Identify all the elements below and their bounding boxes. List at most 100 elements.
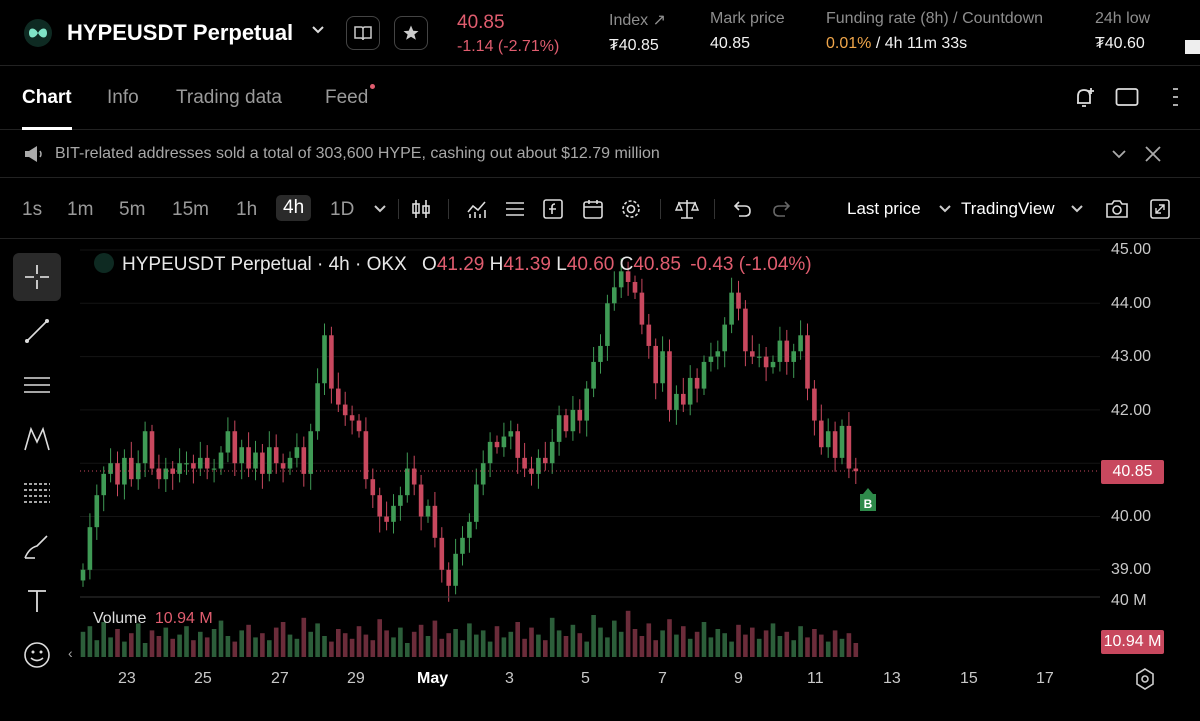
candle xyxy=(260,452,265,474)
chevron-down-icon[interactable] xyxy=(1111,147,1127,165)
buy-marker[interactable]: B xyxy=(860,488,876,511)
fib-tool-icon[interactable] xyxy=(13,469,61,517)
alert-add-icon[interactable] xyxy=(1072,85,1098,116)
symbol-title[interactable]: HYPEUSDT Perpetual xyxy=(67,20,294,45)
volume-bar xyxy=(708,637,714,657)
redo-icon[interactable] xyxy=(769,196,795,222)
volume-axis-top: 40 M xyxy=(1111,592,1147,609)
candle xyxy=(273,447,279,464)
volume-bar xyxy=(135,623,141,657)
candle xyxy=(280,463,286,469)
candle xyxy=(750,351,755,357)
volume-bar xyxy=(342,633,348,657)
window-icon[interactable] xyxy=(1115,87,1139,112)
tab-info[interactable]: Info xyxy=(107,87,139,108)
volume-bar xyxy=(163,627,169,657)
candle xyxy=(356,420,362,432)
external-link-icon[interactable]: ↗ xyxy=(652,12,666,29)
volume-tag: 10.94 M xyxy=(1101,630,1164,654)
more-icon[interactable] xyxy=(1172,87,1180,116)
calendar-icon[interactable] xyxy=(580,196,606,222)
candle xyxy=(198,457,203,469)
candle xyxy=(322,335,327,384)
camera-icon[interactable] xyxy=(1104,196,1130,222)
candle xyxy=(467,521,472,538)
book-icon[interactable] xyxy=(346,16,380,50)
candles-icon[interactable] xyxy=(408,196,434,222)
announcement-text[interactable]: BIT-related addresses sold a total of 30… xyxy=(55,145,660,162)
emoji-tool-icon[interactable] xyxy=(13,631,61,679)
chevron-down-icon[interactable] xyxy=(932,196,958,222)
volume-bar xyxy=(529,627,534,657)
volume-bar xyxy=(322,636,327,657)
crosshair-tool-icon[interactable] xyxy=(13,253,61,301)
collapse-toolbar-icon[interactable]: ‹ xyxy=(68,645,73,661)
timeframe-1h[interactable]: 1h xyxy=(236,199,258,220)
megaphone-icon xyxy=(23,144,45,169)
volume-bar xyxy=(198,631,203,657)
close-icon[interactable] xyxy=(1144,145,1162,168)
volume-bar xyxy=(446,633,451,657)
volume-bar xyxy=(598,627,603,657)
candle xyxy=(584,388,589,421)
horizontal-lines-tool-icon[interactable] xyxy=(13,361,61,409)
candle xyxy=(694,377,700,389)
candle xyxy=(87,527,93,570)
volume-bar xyxy=(819,634,824,657)
candle xyxy=(605,303,610,346)
volume-bar xyxy=(384,630,389,657)
candle xyxy=(708,356,714,362)
gear-icon[interactable] xyxy=(618,196,644,222)
tab-feed[interactable]: Feed xyxy=(325,87,369,108)
indicators-icon[interactable] xyxy=(464,196,490,222)
volume-bar xyxy=(370,640,376,657)
list-settings-icon[interactable] xyxy=(502,196,528,222)
hype-small-icon xyxy=(94,253,114,273)
candle xyxy=(529,468,534,474)
candle xyxy=(784,340,790,362)
price-chart[interactable]: B xyxy=(0,240,1200,721)
timeframe-1s[interactable]: 1s xyxy=(22,199,43,220)
x-tick: 27 xyxy=(271,670,289,687)
price-type-select[interactable]: Last price xyxy=(847,199,921,218)
function-icon[interactable] xyxy=(540,196,566,222)
volume-bar xyxy=(108,637,113,657)
volume-bar xyxy=(846,633,852,657)
brush-tool-icon[interactable] xyxy=(13,523,61,571)
timeframe-15m[interactable]: 15m xyxy=(172,199,209,220)
timeframe-1d[interactable]: 1D xyxy=(330,199,355,220)
tab-bar: Chart Info Trading data Feed xyxy=(0,67,1200,130)
timeframe-5m[interactable]: 5m xyxy=(119,199,146,220)
candle xyxy=(791,351,796,362)
volume-bar xyxy=(736,624,741,657)
chart-type-select[interactable]: TradingView xyxy=(961,199,1055,218)
chevron-down-icon[interactable] xyxy=(367,196,393,222)
balance-scale-icon[interactable] xyxy=(674,196,700,222)
volume-bar xyxy=(570,624,576,657)
stat-mark-price: Mark price 40.85 xyxy=(710,10,785,52)
volume-bar xyxy=(770,623,776,657)
candle xyxy=(536,457,541,474)
trend-line-tool-icon[interactable] xyxy=(13,307,61,355)
settings-gear-icon[interactable] xyxy=(1136,668,1154,690)
tab-chart[interactable]: Chart xyxy=(22,87,72,108)
undo-icon[interactable] xyxy=(729,196,755,222)
candle xyxy=(612,287,617,304)
volume-bar xyxy=(218,620,224,657)
candle xyxy=(598,345,603,362)
pattern-tool-icon[interactable] xyxy=(13,415,61,463)
candle xyxy=(756,356,762,358)
timeframe-1m[interactable]: 1m xyxy=(67,199,94,220)
price-change: -1.14 (-2.71%) xyxy=(457,38,560,55)
volume-bar xyxy=(170,638,175,657)
timeframe-4h[interactable]: 4h xyxy=(276,195,312,221)
chevron-down-icon[interactable] xyxy=(1064,196,1090,222)
candle xyxy=(674,393,679,410)
text-tool-icon[interactable] xyxy=(13,577,61,625)
star-icon[interactable] xyxy=(394,16,428,50)
chevron-down-icon[interactable] xyxy=(311,22,325,40)
announcement-bar: BIT-related addresses sold a total of 30… xyxy=(0,131,1200,178)
tab-underline xyxy=(22,127,72,130)
fullscreen-icon[interactable] xyxy=(1147,196,1173,222)
tab-trading-data[interactable]: Trading data xyxy=(176,87,282,108)
